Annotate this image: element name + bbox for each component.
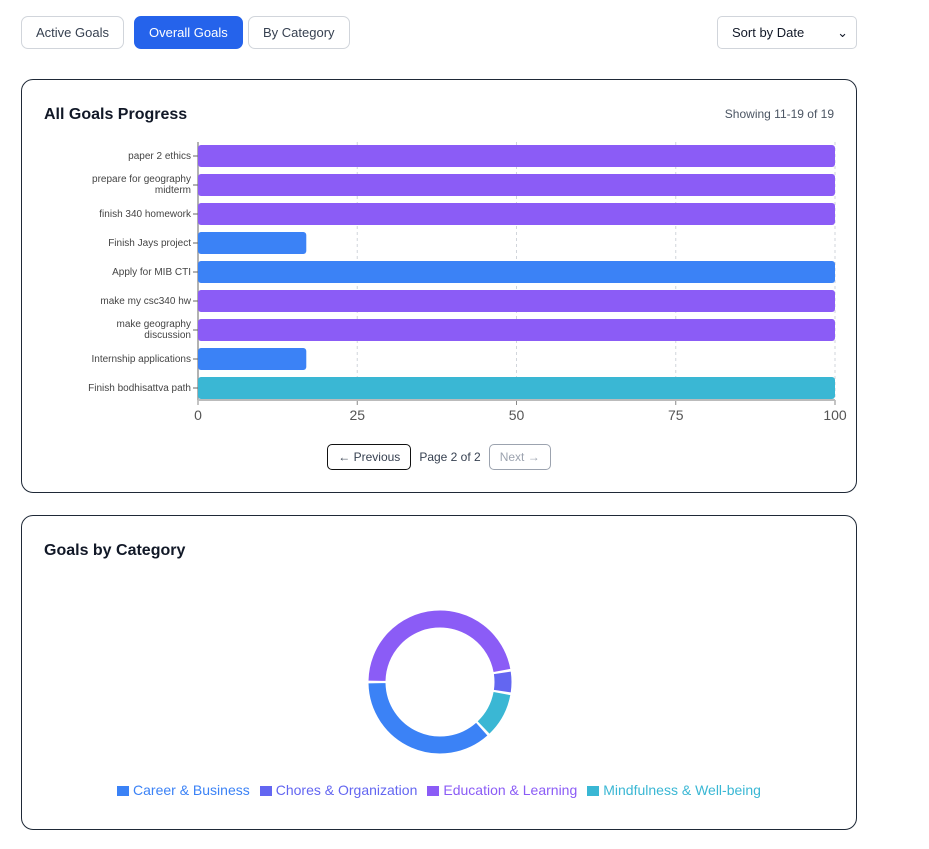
donut-slice [493,671,512,693]
bar [198,348,307,370]
bar [198,377,835,399]
donut-slice [368,682,488,754]
donut-slice [477,691,511,734]
x-tick-label: 25 [349,407,365,423]
sort-value: Sort by Date [732,25,805,40]
y-tick-label: Finish Jays project [108,238,191,249]
bar [198,319,835,341]
legend-swatch [117,786,130,797]
label-line: make geography [117,319,192,330]
label-line: midterm [155,185,191,196]
y-tick-label: Finish bodhisattva path [88,383,191,394]
bar-chart: 0 25 50 75 100 paper 2 ethics prepare for geog… [88,142,847,423]
legend-item[interactable]: Chores & Organization [259,782,418,798]
bar [198,174,835,196]
y-tick-label: prepare for geography midterm [92,174,191,196]
category-card: Goals by Category Career & Business Chore… [21,515,857,830]
chevron-down-icon: ⌄ [837,24,848,40]
chart-title: All Goals Progress [44,106,188,123]
previous-button[interactable]: ← Previous [327,444,412,470]
legend-item[interactable]: Career & Business [117,782,250,798]
y-tick-label: finish 340 homework [99,209,192,220]
goals-progress-card: All Goals Progress Showing 11-19 of 19 0… [21,79,857,493]
legend-swatch [587,786,600,797]
legend-swatch [427,786,440,797]
sort-select[interactable]: Sort by Date ⌄ [717,16,857,49]
y-tick-label: paper 2 ethics [128,151,191,162]
legend-item[interactable]: Mindfulness & Well-being [587,782,761,798]
x-tick-label: 50 [509,407,525,423]
legend-label: Chores & Organization [275,782,418,798]
x-tick-label: 100 [823,407,847,423]
x-tick-label: 0 [194,407,202,423]
legend-label: Mindfulness & Well-being [603,782,761,798]
legend-item[interactable]: Education & Learning [427,782,577,798]
bar [198,232,307,254]
donut-slice [368,610,511,682]
legend: Career & Business Chores & Organization Ed… [22,782,856,798]
legend-label: Education & Learning [443,782,578,798]
bar [198,145,835,167]
legend-swatch [259,786,272,797]
next-button[interactable]: Next → [488,444,551,470]
donut-chart [368,610,512,754]
x-tick-label: 75 [668,407,684,423]
bar [198,290,835,312]
page-indicator: Page 2 of 2 [419,450,481,464]
tab-active-goals[interactable]: Active Goals [21,16,124,49]
bar [198,203,835,225]
y-tick-label: Internship applications [91,354,191,365]
y-tick-label: make geography discussion [117,319,192,341]
y-tick-label: Apply for MIB CTI [112,267,191,278]
chart-title: Goals by Category [44,542,186,559]
showing-count: Showing 11-19 of 19 [724,107,834,121]
label-line: prepare for geography [92,174,191,185]
pagination: ← Previous Page 2 of 2 Next → [22,444,856,470]
tab-overall-goals[interactable]: Overall Goals [134,16,243,49]
bar [198,261,835,283]
legend-label: Career & Business [133,782,250,798]
tab-by-category[interactable]: By Category [248,16,350,49]
y-tick-label: make my csc340 hw [100,296,191,307]
label-line: discussion [144,330,191,341]
